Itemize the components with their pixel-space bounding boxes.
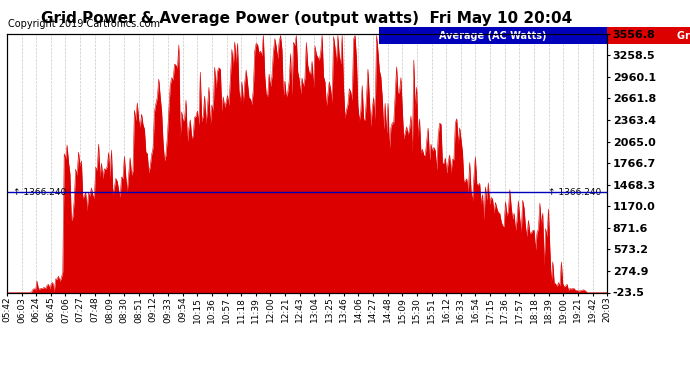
Text: Copyright 2019 Cartronics.com: Copyright 2019 Cartronics.com xyxy=(8,19,159,28)
Text: ↑ 1366.240: ↑ 1366.240 xyxy=(13,188,66,196)
Text: ↑ 1366.240: ↑ 1366.240 xyxy=(548,188,601,196)
Title: Grid Power & Average Power (output watts)  Fri May 10 20:04: Grid Power & Average Power (output watts… xyxy=(41,11,573,26)
